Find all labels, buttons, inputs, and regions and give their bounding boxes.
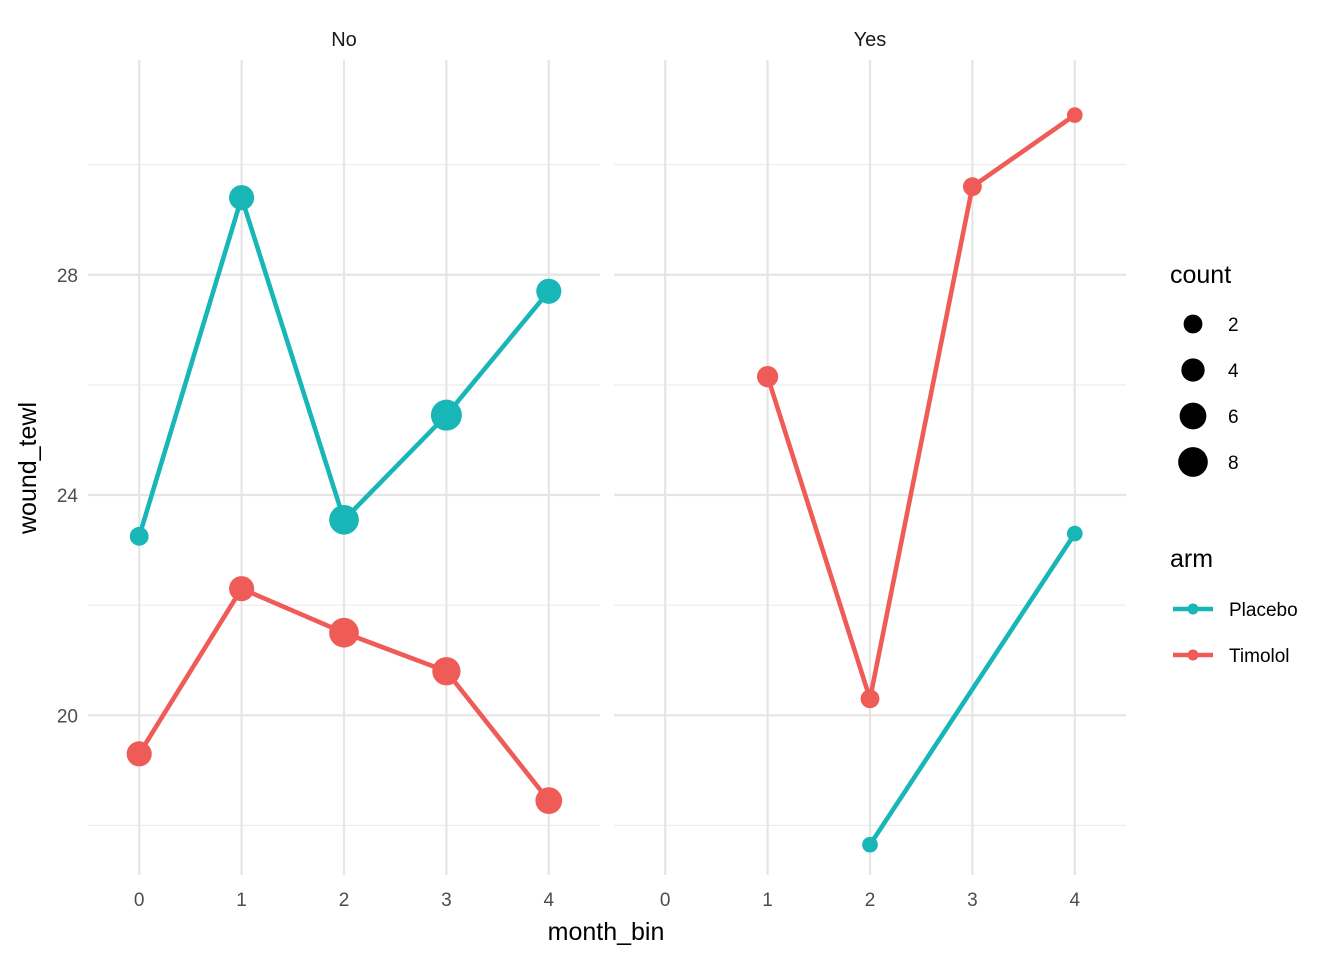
x-tick-label: 3: [441, 890, 452, 911]
legend: count 2 4 6 8 arm Placebo Timolol: [1170, 261, 1298, 667]
facet-label: No: [331, 29, 357, 51]
x-tick-label: 1: [236, 890, 247, 911]
legend-color-label: Timolol: [1229, 646, 1290, 667]
legend-size-key: [1181, 358, 1205, 382]
x-tick-label: 1: [762, 890, 773, 911]
facet-label: Yes: [854, 29, 887, 51]
series-line-timolol: [765, 113, 1077, 702]
y-axis-title: wound_tewl: [14, 402, 42, 535]
data-point-placebo: [129, 526, 149, 546]
legend-size-label: 4: [1228, 361, 1239, 382]
legend-size-key: [1183, 314, 1203, 334]
x-tick-label: 2: [339, 890, 350, 911]
data-point-timolol: [756, 365, 779, 388]
x-tick-label: 3: [967, 890, 978, 911]
data-point-timolol: [126, 741, 152, 767]
data-point-timolol: [229, 576, 255, 602]
x-tick-label: 4: [544, 890, 555, 911]
data-point-timolol: [962, 177, 982, 197]
legend-color-label: Placebo: [1229, 600, 1298, 621]
legend-size-label: 8: [1228, 453, 1239, 474]
legend-size-key: [1179, 402, 1207, 430]
y-tick-label: 28: [57, 266, 78, 287]
x-tick-label: 4: [1070, 890, 1081, 911]
data-point-timolol: [432, 657, 461, 686]
legend-size-title: count: [1170, 261, 1231, 289]
data-point-placebo: [329, 504, 359, 535]
legend-size-key: [1178, 447, 1208, 477]
data-point-placebo: [1066, 525, 1083, 542]
data-point-timolol: [535, 787, 563, 815]
x-tick-label: 0: [134, 890, 145, 911]
legend-color-key-point: [1187, 603, 1199, 615]
data-point-timolol: [329, 617, 359, 648]
data-point-timolol: [1066, 107, 1083, 123]
data-point-placebo: [536, 278, 562, 304]
data-point-placebo: [229, 185, 255, 211]
data-point-timolol: [860, 689, 880, 709]
facet-panel-yes: Yes 0 1 2 3 4: [614, 29, 1126, 911]
legend-size-label: 2: [1228, 315, 1239, 336]
series-line-placebo: [868, 532, 1077, 846]
legend-color-title: arm: [1170, 545, 1213, 573]
y-tick-label: 20: [57, 706, 78, 727]
y-tick-label: 24: [57, 486, 79, 507]
legend-size-label: 6: [1228, 407, 1239, 428]
x-axis-title: month_bin: [548, 918, 665, 946]
data-point-placebo: [430, 399, 462, 431]
facet-panel-no: No 0 1 2 3 4 20 24 28: [57, 29, 600, 911]
data-point-placebo: [862, 836, 878, 853]
x-tick-label: 2: [865, 890, 876, 911]
legend-color-key-point: [1187, 649, 1199, 661]
x-tick-label: 0: [660, 890, 671, 911]
